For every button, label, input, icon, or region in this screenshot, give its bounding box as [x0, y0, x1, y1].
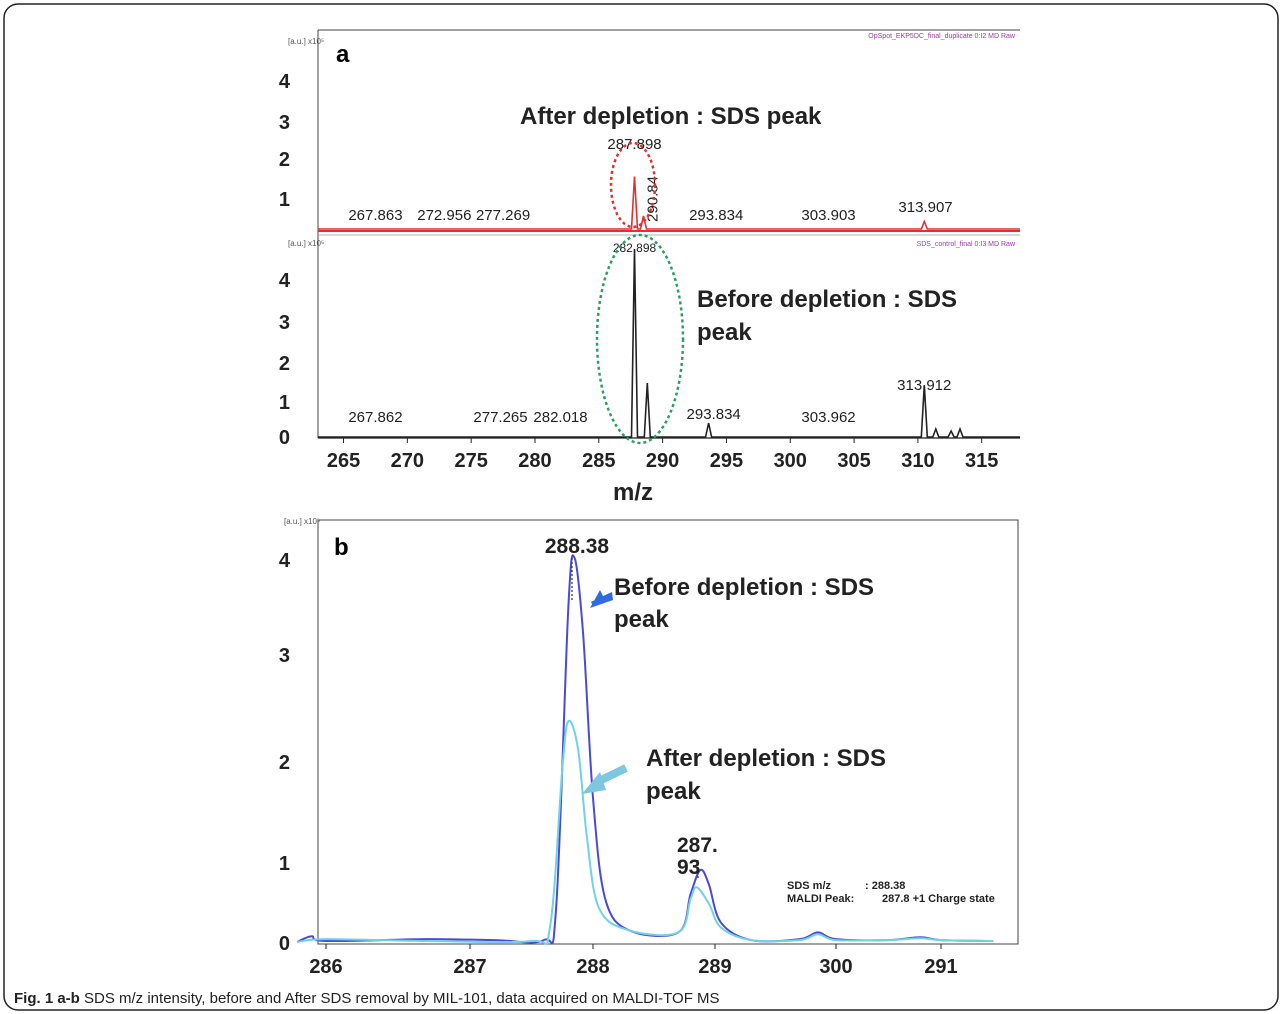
panel-a-x-tick-labels: 265 270 275 280 285 290 295 300 305 310 315 [327, 438, 998, 472]
panel-a-x-tick-label: 295 [710, 450, 743, 472]
before-peak-labels: 282.898 267.862 277.265 282.018 293.834 303.9… [348, 241, 951, 426]
panel-a-y-tick-label: 4 [279, 270, 291, 292]
info-label-maldi: MALDI Peak: [787, 893, 854, 905]
panel-a-x-tick-label: 265 [327, 450, 360, 472]
panel-a-y-tick-label: 3 [279, 312, 290, 334]
peak-label: 313.907 [898, 199, 952, 216]
peak-label: 303.962 [801, 409, 855, 426]
peak-label: 282.898 [613, 241, 657, 255]
before-subplot-header: SDS_control_final 0:I3 MD Raw [917, 241, 1016, 248]
peak-label: 303.903 [801, 207, 855, 224]
panel-a-x-tick-label: 285 [582, 450, 615, 472]
before-depletion-trace [318, 248, 1020, 438]
before-depletion-curve [296, 554, 994, 945]
panel-a-y-tick-label: 0 [279, 427, 290, 449]
after-depletion-label-line2: peak [646, 778, 701, 805]
panel-a-y-tick-label: 3 [279, 112, 290, 134]
peak-label-289-line1: 287. [677, 834, 718, 857]
peak-label: 267.862 [348, 409, 402, 426]
before-depletion-annotation-line2: peak [697, 319, 752, 346]
after-depletion-arrow [582, 772, 606, 794]
panel-b-x-tick-label: 288 [576, 956, 609, 978]
panel-a-y-tick-label: 2 [279, 149, 290, 171]
panel-a-x-tick-label: 310 [901, 450, 934, 472]
panel-a-y-tick-label: 2 [279, 353, 290, 375]
peak-label: 277.265 [473, 409, 527, 426]
info-value-sds: : 288.38 [865, 880, 905, 892]
panel-b-axis-corner: [a.u.] x10⁵ [284, 517, 320, 526]
panel-b-plot-border [317, 519, 1019, 945]
panel-b-y-tick-label: 0 [279, 933, 290, 955]
figure-frame [3, 3, 1279, 1011]
info-label-sds: SDS m/z [787, 880, 832, 892]
panel-a-x-tick-label: 270 [391, 450, 424, 472]
caption-text: SDS m/z intensity, before and After SDS … [79, 990, 720, 1007]
after-y-tick-labels: 4 3 2 1 [279, 71, 291, 211]
panel-b-x-tick-label: 300 [819, 956, 852, 978]
panel-a-y-tick-label: 1 [279, 189, 290, 211]
panel-a-y-tick-label: 4 [279, 71, 291, 93]
before-peak-highlight [595, 233, 685, 445]
caption-panel-range: a-b [57, 990, 80, 1007]
panel-b-x-tick-labels: 286 287 288 289 300 291 [309, 944, 958, 978]
peak-label: 293.834 [687, 406, 741, 423]
before-y-tick-labels: 4 3 2 1 0 [279, 270, 291, 449]
panel-a-x-axis-title: m/z [613, 479, 653, 506]
after-depletion-annotation: After depletion : SDS peak [520, 103, 822, 130]
after-depletion-trace [318, 176, 1020, 230]
panel-b-y-tick-labels: 4 3 2 1 0 [279, 550, 291, 955]
panel-a-axis-corner-bottom: [a.u.] x10⁵ [288, 239, 324, 248]
peak-label: 272.956 [417, 207, 471, 224]
before-depletion-annotation-line1: Before depletion : SDS [697, 286, 957, 313]
panel-b-y-tick-label: 1 [279, 853, 290, 875]
panel-b-letter: b [334, 534, 349, 561]
peak-label: 267.863 [348, 207, 402, 224]
after-depletion-curve [297, 719, 994, 946]
panel-b-x-tick-label: 291 [924, 956, 957, 978]
figure-caption: Fig. 1 a-b SDS m/z intensity, before and… [14, 990, 720, 1007]
panel-b-y-tick-label: 3 [279, 645, 290, 667]
panel-b: b [a.u.] x10⁵ 4 3 2 1 0 286 287 288 289 300 291 2… [279, 517, 1019, 978]
panel-a: a [a.u.] x10⁵ [a.u.] x10⁵ OpSpot_EKP5DC_… [279, 29, 1020, 506]
peak-label: 293.834 [689, 207, 743, 224]
info-value-maldi: 287.8 +1 Charge state [882, 893, 995, 905]
caption-figure-number: Fig. 1 [14, 990, 54, 1007]
before-depletion-arrow-shaft [591, 593, 612, 607]
after-peak-highlight [609, 141, 657, 229]
after-depletion-label-line1: After depletion : SDS [646, 745, 886, 772]
panel-a-x-tick-label: 280 [518, 450, 551, 472]
before-depletion-label-line1: Before depletion : SDS [614, 574, 874, 601]
panel-b-x-tick-label: 287 [453, 956, 486, 978]
panel-b-x-tick-label: 286 [309, 956, 342, 978]
panel-a-axis-corner-top: [a.u.] x10⁵ [288, 37, 324, 46]
panel-b-y-tick-label: 4 [279, 550, 291, 572]
panel-b-y-tick-label: 2 [279, 752, 290, 774]
panel-a-x-tick-label: 275 [454, 450, 487, 472]
peak-label: 313.912 [897, 377, 951, 394]
peak-label: 287.898 [607, 136, 661, 153]
panel-a-x-tick-label: 300 [774, 450, 807, 472]
panel-a-y-tick-label: 1 [279, 392, 290, 414]
panel-a-letter: a [336, 41, 350, 68]
peak-label: 277.269 [476, 207, 530, 224]
panel-a-x-tick-label: 290 [646, 450, 679, 472]
peak-label: 282.018 [533, 409, 587, 426]
peak-label-288: 288.38 [545, 535, 610, 558]
panel-b-x-tick-label: 289 [698, 956, 731, 978]
peak-label-289-line2: 93 [677, 856, 700, 879]
panel-a-x-tick-label: 305 [837, 450, 870, 472]
panel-a-x-tick-label: 315 [965, 450, 998, 472]
before-depletion-label-line2: peak [614, 606, 669, 633]
after-subplot-header: OpSpot_EKP5DC_final_duplicate 0:I2 MD Ra… [868, 33, 1016, 40]
